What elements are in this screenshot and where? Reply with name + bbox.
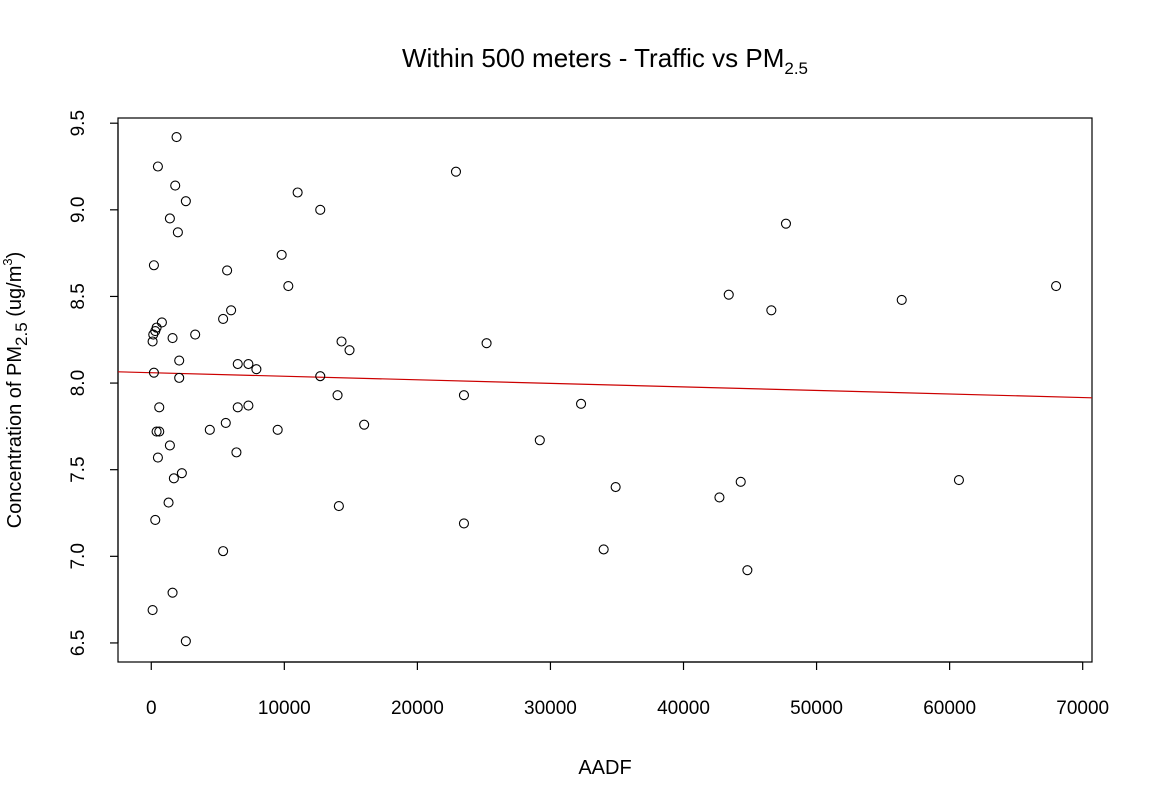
chart-title-main: Within 500 meters - Traffic vs PM — [402, 43, 784, 73]
data-point — [147, 604, 158, 616]
data-point — [292, 187, 303, 198]
data-point — [163, 497, 174, 508]
data-point — [272, 424, 283, 435]
data-point — [333, 501, 344, 512]
data-point — [174, 372, 185, 383]
data-point — [742, 565, 753, 576]
data-point — [170, 180, 181, 191]
y-axis-label-unit: (ug/m — [4, 266, 26, 323]
x-tick-label: 0 — [146, 698, 157, 719]
data-point — [151, 426, 162, 437]
y-axis-label-close: ) — [4, 252, 26, 259]
data-point — [226, 305, 237, 316]
y-tick-label: 9.5 — [68, 110, 89, 136]
data-point — [780, 218, 792, 229]
data-point — [152, 161, 163, 172]
data-point — [1051, 281, 1062, 292]
data-point — [168, 473, 179, 484]
data-point — [190, 329, 201, 340]
data-point — [315, 204, 326, 215]
data-point — [218, 546, 229, 557]
x-tick-label: 50000 — [790, 698, 843, 719]
x-tick-label: 40000 — [657, 698, 710, 719]
x-tick-label: 60000 — [923, 698, 976, 719]
regression-line — [117, 371, 1093, 399]
x-tick-label: 20000 — [391, 698, 444, 719]
data-point — [344, 345, 355, 356]
data-point — [154, 426, 165, 437]
data-point — [315, 371, 326, 382]
y-tick-label: 9.0 — [68, 197, 89, 223]
data-point — [148, 329, 159, 340]
data-point — [610, 481, 621, 493]
data-point — [534, 435, 545, 446]
y-tick-label: 6.5 — [68, 630, 89, 656]
data-point — [171, 132, 182, 143]
data-point — [220, 417, 231, 428]
x-tick-label: 10000 — [258, 698, 311, 719]
data-point — [176, 468, 187, 479]
data-points — [147, 132, 1062, 647]
y-tick-label: 8.0 — [68, 370, 89, 396]
data-point — [598, 544, 609, 555]
data-point — [575, 398, 587, 409]
data-point — [180, 196, 191, 207]
x-tick-label: 30000 — [524, 698, 577, 719]
data-point — [243, 400, 254, 411]
x-tick-label: 70000 — [1056, 698, 1109, 719]
y-tick-label: 7.0 — [68, 543, 89, 569]
data-point — [222, 265, 233, 276]
data-point — [167, 332, 178, 344]
data-point — [147, 336, 158, 347]
data-point — [167, 587, 178, 598]
data-point — [150, 514, 161, 525]
data-point — [766, 305, 777, 316]
data-point — [231, 447, 242, 458]
data-point — [180, 636, 191, 647]
data-point — [148, 260, 159, 271]
y-axis: 6.5 7.0 7.5 8.0 8.5 9.0 9.5 — [68, 110, 119, 656]
data-point — [218, 313, 229, 325]
data-point — [232, 402, 243, 413]
data-point — [481, 338, 492, 349]
data-point — [723, 289, 734, 300]
x-axis: 0 10000 20000 30000 40000 50000 60000 70000 — [146, 661, 1109, 719]
data-point — [154, 402, 165, 413]
data-point — [896, 294, 907, 305]
y-axis-label-superscript: 3 — [0, 258, 15, 265]
data-point — [332, 390, 343, 401]
data-point — [243, 358, 254, 370]
chart-title-subscript: 2.5 — [784, 59, 808, 78]
data-point — [458, 518, 470, 529]
y-axis-label-prefix: Concentration of PM — [4, 346, 26, 528]
data-point — [714, 492, 725, 503]
y-axis-label: Concentration of PM2.5 (ug/m3) — [0, 252, 31, 529]
data-point — [359, 419, 370, 430]
y-axis-label-subscript: 2.5 — [12, 322, 31, 346]
data-point — [204, 424, 215, 435]
data-point — [283, 281, 294, 292]
data-point — [336, 336, 347, 347]
data-point — [953, 475, 964, 486]
y-tick-label: 7.5 — [68, 456, 89, 482]
data-point — [172, 227, 183, 238]
data-point — [450, 166, 462, 177]
chart-title: Within 500 meters - Traffic vs PM2.5 — [402, 43, 808, 78]
data-point — [148, 367, 159, 378]
data-point — [152, 452, 163, 463]
y-tick-label: 8.5 — [68, 283, 89, 309]
data-point — [156, 317, 167, 328]
data-point — [251, 364, 262, 375]
data-point — [232, 358, 243, 370]
data-point — [276, 249, 287, 260]
data-point — [164, 440, 175, 451]
data-point — [174, 355, 185, 366]
x-axis-label: AADF — [578, 757, 631, 779]
data-point — [458, 390, 470, 401]
data-point — [735, 476, 746, 487]
data-point — [164, 213, 175, 224]
